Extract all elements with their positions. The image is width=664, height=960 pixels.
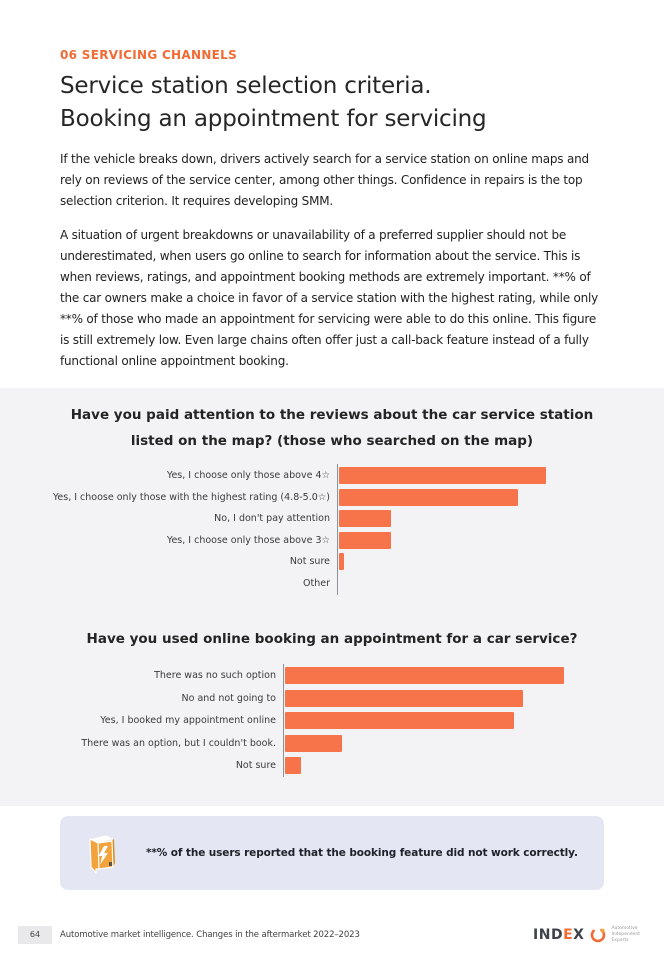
category-label: Not sure bbox=[289, 556, 330, 567]
chart-bars-area: Yes, I choose only those above 4☆ Yes, I … bbox=[0, 464, 664, 594]
category-label: Not sure bbox=[235, 760, 276, 771]
chart-bars-area: There was no such option No and not going… bbox=[0, 664, 664, 777]
bar-track bbox=[283, 689, 664, 707]
page-title-line1: Service station selection criteria. bbox=[60, 73, 432, 99]
bar-track bbox=[337, 553, 664, 570]
callout-text: **% of the users reported that the booki… bbox=[146, 846, 578, 859]
footer: 64 Automotive market intelligence. Chang… bbox=[0, 926, 664, 946]
chart-row: No, I don't pay attention bbox=[0, 510, 664, 527]
chart-row: Other bbox=[0, 575, 664, 592]
chart-title: Have you paid attention to the reviews a… bbox=[70, 407, 594, 449]
bar-track bbox=[283, 712, 664, 729]
bar-track bbox=[337, 467, 664, 484]
category-label: Yes, I booked my appointment online bbox=[100, 715, 276, 726]
callout-box: **% of the users reported that the booki… bbox=[60, 815, 604, 890]
chart-online-booking: Have you used online booking an appointm… bbox=[0, 626, 664, 777]
page-title: Service station selection criteria. Book… bbox=[60, 70, 604, 136]
chart-row: Yes, I choose only those above 3☆ bbox=[0, 531, 664, 549]
bar bbox=[339, 553, 344, 570]
bar bbox=[339, 467, 546, 484]
bar bbox=[339, 510, 391, 527]
intro-section: 06 SERVICING CHANNELS Service station se… bbox=[0, 0, 664, 372]
logo-mark-icon bbox=[591, 927, 606, 943]
bar bbox=[339, 531, 391, 549]
bar bbox=[285, 712, 514, 729]
bar-track bbox=[337, 575, 664, 592]
chart-row: Not sure bbox=[0, 553, 664, 570]
category-label: There was no such option bbox=[154, 670, 276, 681]
footer-source: Automotive market intelligence. Changes … bbox=[60, 930, 360, 940]
chart-row: Yes, I booked my appointment online bbox=[0, 712, 664, 729]
bar bbox=[285, 757, 301, 774]
bar-track bbox=[283, 667, 664, 684]
category-label: There was an option, but I couldn't book… bbox=[81, 737, 276, 749]
chart-row: Not sure bbox=[0, 757, 664, 774]
index-logo: INDEX Automotive Independent Experts bbox=[533, 926, 640, 944]
chart-row: No and not going to bbox=[0, 689, 664, 707]
logo-tagline: Automotive Independent Experts bbox=[611, 926, 640, 943]
bar bbox=[285, 667, 564, 684]
bar-track bbox=[337, 488, 664, 506]
category-label: Yes, I choose only those above 3☆ bbox=[166, 534, 330, 546]
logo-wordmark: INDEX bbox=[533, 927, 585, 943]
chart-row: There was an option, but I couldn't book… bbox=[0, 734, 664, 752]
charts-section: Have you paid attention to the reviews a… bbox=[0, 388, 664, 806]
lightning-note-icon bbox=[89, 834, 115, 874]
category-label: Yes, I choose only those with the highes… bbox=[52, 491, 330, 503]
category-label: No and not going to bbox=[181, 692, 277, 704]
page-number: 64 bbox=[18, 926, 52, 944]
intro-paragraph-2: A situation of urgent breakdowns or unav… bbox=[60, 228, 599, 368]
bar bbox=[285, 734, 342, 752]
category-label: Other bbox=[303, 577, 330, 589]
chart-row: Yes, I choose only those with the highes… bbox=[0, 488, 664, 506]
category-label: Yes, I choose only those above 4☆ bbox=[166, 470, 330, 481]
chart-row: There was no such option bbox=[0, 667, 664, 684]
page-title-line2: Booking an appointment for servicing bbox=[60, 106, 487, 132]
chart-title: Have you used online booking an appointm… bbox=[86, 631, 578, 647]
bar bbox=[339, 488, 518, 506]
category-label: No, I don't pay attention bbox=[214, 513, 330, 524]
bar-track bbox=[283, 757, 664, 774]
bar-track bbox=[337, 510, 664, 527]
intro-paragraph-1: If the vehicle breaks down, drivers acti… bbox=[60, 152, 589, 208]
section-label: 06 SERVICING CHANNELS bbox=[60, 48, 238, 62]
bar-track bbox=[337, 531, 664, 549]
chart-row: Yes, I choose only those above 4☆ bbox=[0, 467, 664, 484]
chart-gap bbox=[0, 596, 664, 626]
chart-reviews-attention: Have you paid attention to the reviews a… bbox=[0, 402, 664, 594]
bar bbox=[285, 689, 523, 707]
bar-track bbox=[283, 734, 664, 752]
